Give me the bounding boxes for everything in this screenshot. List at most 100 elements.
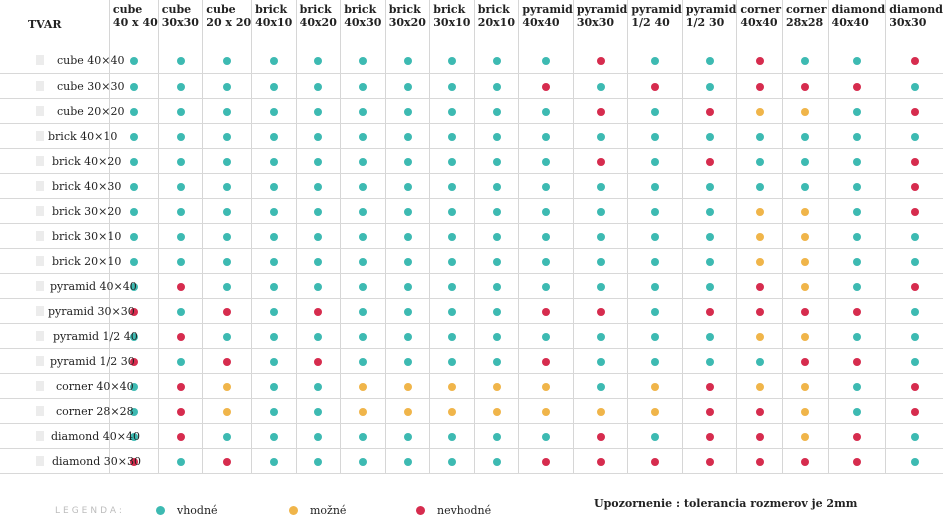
compatibility-cell — [157, 398, 203, 424]
status-dot — [852, 382, 861, 391]
status-dot — [801, 407, 810, 416]
status-dot — [314, 257, 323, 266]
status-dot — [358, 282, 367, 291]
status-dot — [542, 182, 551, 191]
compatibility-cell — [429, 173, 475, 199]
status-dot — [852, 432, 861, 441]
status-dot — [910, 182, 919, 191]
status-dot — [492, 382, 501, 391]
status-dot — [403, 107, 412, 116]
column-size: 40x40 — [522, 16, 560, 29]
compatibility-cell — [384, 123, 430, 149]
compatibility-cell — [473, 223, 519, 249]
status-dot — [129, 182, 138, 191]
compatibility-cell — [781, 173, 829, 199]
status-dot — [176, 107, 185, 116]
compatibility-cell — [340, 373, 386, 399]
compatibility-cell — [518, 323, 574, 349]
status-dot — [755, 157, 764, 166]
compatibility-cell — [473, 348, 519, 374]
compatibility-cell — [429, 298, 475, 324]
status-dot — [314, 107, 323, 116]
status-dot — [448, 432, 457, 441]
status-dot — [596, 157, 605, 166]
compatibility-cell — [340, 48, 386, 74]
row-label-cell: diamond 30×30 — [0, 448, 141, 474]
status-dot — [129, 282, 138, 291]
status-dot — [705, 432, 714, 441]
compatibility-cell — [736, 348, 783, 374]
compatibility-cell — [681, 48, 737, 74]
status-dot — [492, 357, 501, 366]
compatibility-cell — [781, 348, 829, 374]
compatibility-cell — [108, 448, 159, 474]
status-dot — [542, 407, 551, 416]
compatibility-cell — [827, 123, 886, 149]
row-label-cell: brick 40×30 — [0, 173, 121, 199]
compatibility-cell — [736, 73, 783, 99]
status-dot — [801, 82, 810, 91]
compatibility-cell — [681, 273, 737, 299]
compatibility-cell — [736, 298, 783, 324]
compatibility-cell — [295, 98, 341, 124]
table-row: brick 30×20 — [0, 198, 943, 224]
compatibility-cell — [885, 448, 943, 474]
compatibility-cell — [157, 373, 203, 399]
compatibility-cell — [251, 423, 297, 449]
compatibility-cell — [781, 73, 829, 99]
status-dot — [358, 232, 367, 241]
compatibility-cell — [627, 148, 683, 174]
compatibility-cell — [384, 448, 430, 474]
compatibility-cell — [157, 48, 203, 74]
status-dot — [176, 282, 185, 291]
status-dot — [651, 232, 660, 241]
compatibility-cell — [518, 198, 574, 224]
status-dot — [358, 157, 367, 166]
status-dot — [448, 382, 457, 391]
compatibility-cell — [429, 48, 475, 74]
compatibility-cell — [627, 223, 683, 249]
status-dot — [129, 382, 138, 391]
status-dot — [596, 282, 605, 291]
compatibility-cell — [473, 398, 519, 424]
compatibility-cell — [340, 273, 386, 299]
status-dot — [129, 407, 138, 416]
status-dot — [492, 282, 501, 291]
compatibility-cell — [736, 448, 783, 474]
compatibility-cell — [627, 98, 683, 124]
compatibility-cell — [251, 298, 297, 324]
status-dot — [852, 57, 861, 66]
status-dot — [448, 257, 457, 266]
compatibility-cell — [251, 398, 297, 424]
status-dot — [755, 282, 764, 291]
status-dot — [176, 132, 185, 141]
compatibility-cell — [885, 198, 943, 224]
status-dot — [403, 282, 412, 291]
compatibility-cell — [627, 448, 683, 474]
status-dot — [910, 257, 919, 266]
status-dot — [651, 257, 660, 266]
compatibility-cell — [827, 98, 886, 124]
compatibility-cell — [251, 373, 297, 399]
compatibility-cell — [736, 273, 783, 299]
compatibility-cell — [157, 323, 203, 349]
compatibility-cell — [572, 223, 628, 249]
compatibility-cell — [340, 123, 386, 149]
status-dot — [269, 232, 278, 241]
status-dot — [542, 82, 551, 91]
status-dot — [705, 157, 714, 166]
status-dot — [269, 282, 278, 291]
status-dot — [314, 382, 323, 391]
status-dot — [269, 82, 278, 91]
compatibility-cell — [681, 448, 737, 474]
status-dot — [910, 357, 919, 366]
shape-thumbnail — [36, 105, 44, 116]
status-dot — [129, 307, 138, 316]
status-dot — [269, 157, 278, 166]
status-dot — [852, 407, 861, 416]
compatibility-cell — [340, 398, 386, 424]
status-dot — [852, 207, 861, 216]
compatibility-cell — [473, 423, 519, 449]
status-dot — [176, 382, 185, 391]
status-dot — [403, 382, 412, 391]
